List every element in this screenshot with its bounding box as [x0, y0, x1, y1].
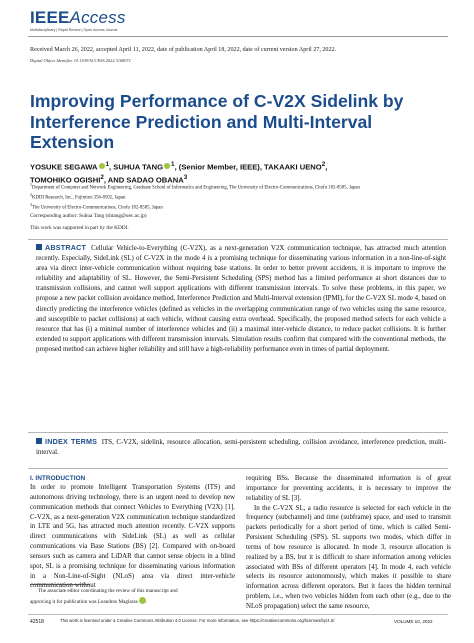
body-paragraph: In the C-V2X SL, a radio resource is sel…	[246, 504, 451, 610]
index-terms-text: ITS, C-V2X, sidelink, resource allocatio…	[36, 439, 446, 457]
affiliations: 1Department of Computer and Network Engi…	[30, 182, 450, 212]
paper-title: Improving Performance of C-V2X Sidelink …	[30, 91, 404, 152]
journal-tagline: Multidisciplinary | Rapid Review | Open …	[30, 28, 118, 32]
footer-divider	[28, 614, 448, 615]
affiliation-item: 2KDDI Research, Inc., Fujimino 356-8502,…	[30, 192, 126, 201]
license-text[interactable]: This work is licensed under a Creative C…	[60, 618, 335, 623]
corresponding-author: Corresponding author: Suhua Tang (shtang…	[30, 213, 147, 219]
square-bullet-icon	[36, 244, 42, 250]
author-list: YOSUKE SEGAWA 1, SUHUA TANG 1, (Senior Mem…	[30, 161, 328, 185]
orcid-icon[interactable]	[164, 162, 171, 169]
abstract-section: ABSTRACT Cellular Vehicle-to-Everything …	[30, 243, 446, 355]
orcid-icon[interactable]	[138, 596, 146, 604]
abstract-label: ABSTRACT	[45, 243, 87, 252]
editor-footnote: The associate editor coordinating the re…	[30, 588, 178, 605]
index-terms-label: INDEX TERMS	[45, 437, 98, 446]
footnote-divider	[30, 584, 90, 585]
section-heading: I. INTRODUCTION	[30, 475, 86, 482]
body-column-left: I. INTRODUCTION In order to promote Inte…	[30, 474, 235, 591]
affiliation-item: 3The University of Electro-Communication…	[30, 202, 163, 211]
abstract-text: Cellular Vehicle-to-Everything (C-V2X), …	[36, 245, 446, 353]
publication-dates: Received March 26, 2022, accepted April …	[30, 47, 337, 53]
body-paragraph: In order to promote Intelligent Transpor…	[30, 484, 235, 590]
journal-logo: IEEEAccess	[30, 8, 126, 27]
page-number: 42518	[30, 619, 44, 625]
divider	[28, 468, 448, 469]
header-divider	[28, 36, 448, 37]
volume-label: VOLUME 10, 2022	[394, 619, 433, 624]
square-bullet-icon	[36, 438, 42, 444]
body-column-right: requiring BSs. Because the disseminated …	[246, 474, 451, 612]
orcid-icon[interactable]	[98, 162, 105, 169]
divider	[28, 239, 448, 240]
index-terms-section: INDEX TERMS ITS, C-V2X, sidelink, resour…	[30, 437, 446, 458]
body-paragraph: requiring BSs. Because the disseminated …	[246, 475, 451, 502]
author-name: YOSUKE SEGAWA	[30, 162, 98, 172]
funding-note: This work was supported in part by the K…	[30, 225, 129, 231]
divider	[28, 432, 448, 433]
doi-line: Digital Object Identifier 10.1109/ACCESS…	[30, 58, 131, 63]
author-name: TOMOHIKO OGISHI	[30, 175, 101, 185]
affiliation-item: 1Department of Computer and Network Engi…	[30, 182, 360, 191]
